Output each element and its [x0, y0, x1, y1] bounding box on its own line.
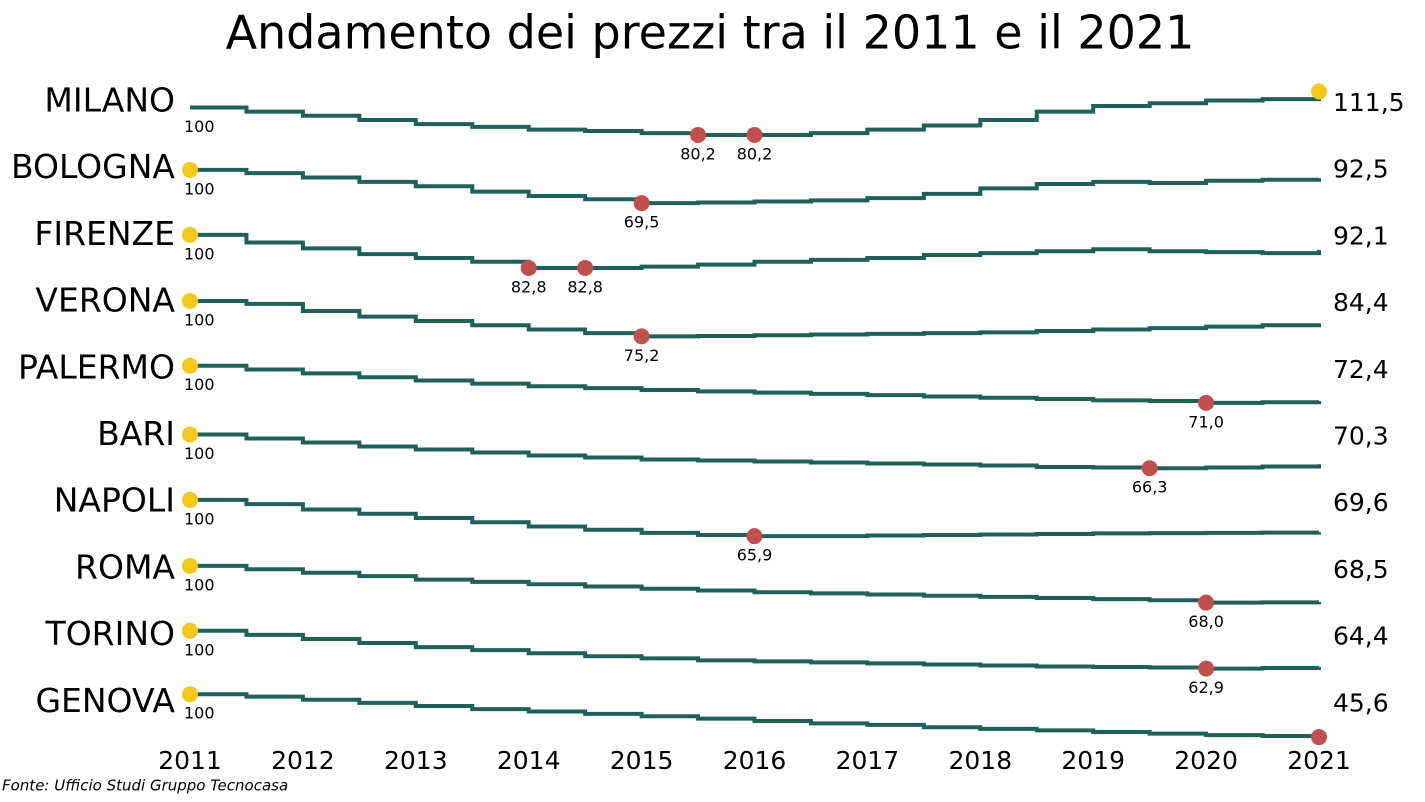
series-name: MILANO — [44, 81, 175, 120]
end-value-label: 70,3 — [1333, 422, 1389, 451]
max-dot — [182, 557, 198, 574]
series-name: BOLOGNA — [11, 147, 175, 186]
price-line — [190, 298, 1321, 339]
x-tick-label: 2012 — [271, 746, 335, 775]
series-name: NAPOLI — [54, 481, 175, 520]
min-value-label: 71,0 — [1188, 412, 1224, 431]
max-dot — [182, 426, 198, 443]
start-value-label: 100 — [184, 375, 215, 394]
x-tick-label: 2019 — [1061, 746, 1125, 775]
series-name: GENOVA — [35, 681, 175, 720]
end-value-label: 92,5 — [1333, 155, 1389, 184]
price-line — [190, 232, 1321, 270]
min-dot — [1198, 394, 1215, 411]
max-dot — [182, 686, 198, 703]
series-name: BARI — [97, 414, 175, 453]
start-value-label: 100 — [184, 444, 215, 463]
start-value-label: 100 — [184, 179, 215, 198]
start-value-label: 100 — [184, 704, 215, 723]
min-value-label: 82,8 — [511, 277, 547, 296]
min-dot — [746, 528, 763, 545]
series-name: VERONA — [35, 281, 175, 320]
min-value-label: 68,0 — [1188, 612, 1224, 631]
start-value-label: 100 — [184, 640, 215, 659]
price-line — [190, 628, 1321, 671]
x-tick-label: 2011 — [158, 746, 222, 775]
x-tick-label: 2020 — [1174, 746, 1238, 775]
min-value-label: 80,2 — [680, 144, 716, 163]
x-tick-label: 2015 — [610, 746, 674, 775]
start-value-label: 100 — [184, 244, 215, 263]
source-note: Fonte: Ufficio Studi Gruppo Tecnocasa — [2, 777, 288, 795]
min-dot — [690, 126, 707, 143]
min-value-label: 65,9 — [737, 546, 773, 565]
start-value-label: 100 — [184, 575, 215, 594]
min-dot — [577, 259, 594, 276]
x-tick-label: 2014 — [497, 746, 561, 775]
series-name: TORINO — [45, 614, 175, 653]
series-name: PALERMO — [18, 347, 175, 386]
series-name: ROMA — [75, 547, 175, 586]
max-dot — [182, 292, 198, 309]
max-dot — [182, 357, 198, 374]
min-dot — [633, 195, 650, 212]
end-value-label: 68,5 — [1333, 555, 1389, 584]
min-value-label: 80,2 — [737, 144, 773, 163]
end-value-label: 72,4 — [1333, 355, 1389, 384]
end-value-label: 92,1 — [1333, 221, 1389, 250]
end-value-label: 69,6 — [1333, 488, 1389, 517]
price-line — [190, 363, 1321, 405]
start-value-label: 100 — [184, 509, 215, 528]
min-value-label: 82,8 — [567, 277, 603, 296]
min-dot — [746, 126, 763, 143]
max-dot — [182, 161, 198, 178]
series-name: FIRENZE — [34, 214, 175, 253]
max-dot — [1311, 83, 1327, 100]
min-dot — [633, 328, 650, 345]
min-value-label: 66,3 — [1132, 478, 1168, 497]
x-tick-label: 2016 — [723, 746, 787, 775]
price-line — [190, 692, 1321, 738]
min-dot — [520, 259, 537, 276]
min-dot — [1311, 729, 1327, 746]
end-value-label: 84,4 — [1333, 288, 1389, 317]
min-dot — [1198, 594, 1215, 611]
end-value-label: 64,4 — [1333, 622, 1389, 651]
min-value-label: 69,5 — [624, 213, 660, 232]
price-line — [190, 167, 1321, 206]
min-dot — [1141, 460, 1158, 477]
max-dot — [182, 226, 198, 243]
chart-title: Andamento dei prezzi tra il 2011 e il 20… — [226, 6, 1195, 60]
end-value-label: 111,5 — [1333, 88, 1405, 117]
max-dot — [182, 622, 198, 639]
x-tick-label: 2021 — [1287, 746, 1351, 775]
x-tick-label: 2013 — [384, 746, 448, 775]
start-value-label: 100 — [184, 117, 215, 136]
x-tick-label: 2018 — [948, 746, 1012, 775]
max-dot — [182, 491, 198, 508]
x-tick-label: 2017 — [836, 746, 900, 775]
start-value-label: 100 — [184, 310, 215, 329]
min-dot — [1198, 660, 1215, 677]
price-line — [190, 91, 1321, 137]
end-value-label: 45,6 — [1333, 688, 1389, 717]
price-line — [190, 563, 1321, 605]
min-value-label: 75,2 — [624, 346, 660, 365]
min-value-label: 62,9 — [1188, 678, 1224, 697]
